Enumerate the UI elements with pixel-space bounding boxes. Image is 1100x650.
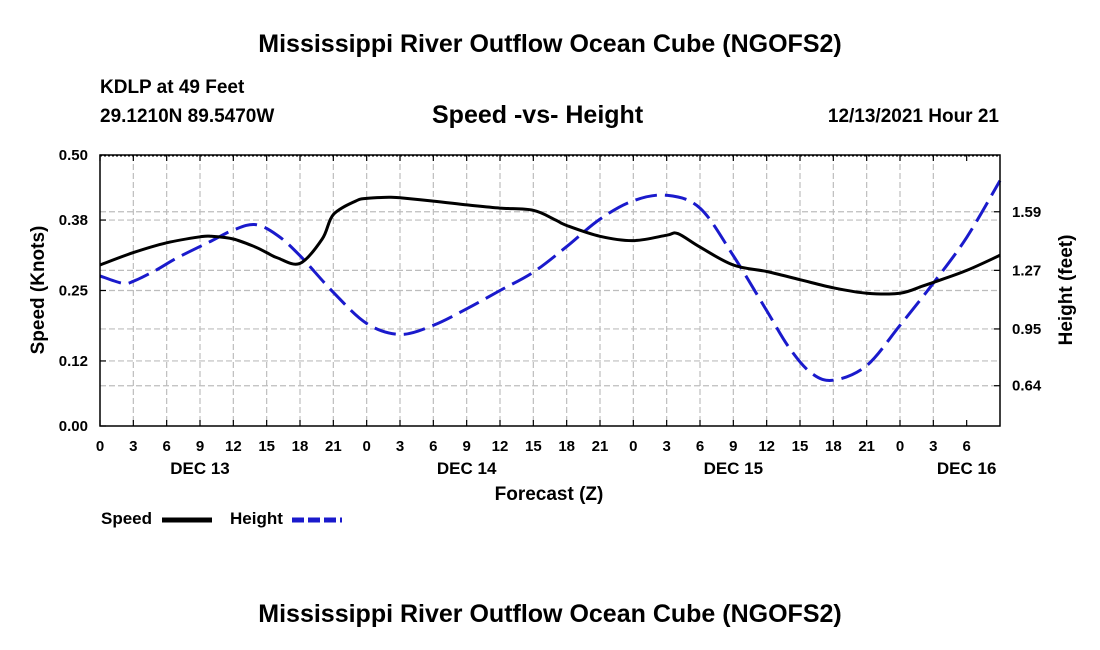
x-tick-label: 12 (492, 438, 509, 455)
x-tick-label: 6 (962, 438, 970, 455)
x-tick-label: 3 (396, 438, 404, 455)
y-axis-title: Speed (Knots) (28, 226, 49, 355)
x-tick-label: 0 (629, 438, 637, 455)
y2-axis-title: Height (feet) (1056, 235, 1077, 346)
page-title: Mississippi River Outflow Ocean Cube (NG… (258, 30, 842, 58)
legend-height-label: Height (230, 509, 283, 528)
x-tick-label: 15 (792, 438, 809, 455)
x-tick-label: 9 (462, 438, 470, 455)
x-tick-label: 18 (558, 438, 575, 455)
day-label: DEC 15 (704, 459, 764, 478)
y-tick-label: 0.12 (59, 353, 88, 370)
station-label: KDLP at 49 Feet (100, 77, 245, 98)
legend-speed-label: Speed (101, 509, 153, 528)
chart-subtitle: Speed -vs- Height (432, 101, 644, 129)
x-tick-label: 3 (662, 438, 670, 455)
x-tick-label: 21 (325, 438, 342, 455)
y-tick-label: 0.50 (59, 147, 88, 164)
x-tick-label: 6 (429, 438, 437, 455)
x-axis-title: Forecast (Z) (495, 484, 604, 505)
x-tick-label: 15 (258, 438, 275, 455)
height-series (99, 179, 1002, 382)
x-tick-label: 6 (162, 438, 170, 455)
y-tick-label: 0.00 (59, 418, 88, 435)
height-line (99, 179, 1002, 382)
x-tick-label: 6 (696, 438, 704, 455)
day-label: DEC 13 (170, 459, 230, 478)
x-tick-label: 9 (729, 438, 737, 455)
footer-title: Mississippi River Outflow Ocean Cube (NG… (258, 600, 842, 628)
forecast-datetime: 12/13/2021 Hour 21 (827, 106, 999, 127)
y-tick-label: 0.25 (59, 283, 88, 300)
y2-tick-label: 1.27 (1012, 262, 1041, 279)
coordinates-label: 29.1210N 89.5470W (100, 106, 275, 127)
x-tick-label: 0 (362, 438, 370, 455)
x-tick-label: 3 (129, 438, 137, 455)
x-tick-label: 3 (929, 438, 937, 455)
y2-tick-label: 0.64 (1012, 378, 1042, 395)
x-tick-label: 0 (96, 438, 104, 455)
x-tick-label: 0 (896, 438, 904, 455)
speed-series (99, 195, 1001, 296)
x-tick-label: 12 (225, 438, 242, 455)
y2-tick-label: 1.59 (1012, 204, 1041, 221)
axis-ticks (99, 154, 1000, 427)
grid (100, 155, 1000, 426)
axis-labels: 0 3 6 9 12 15 18 21 0 3 6 9 12 15 18 21 0 3 6 9 12 15 18 21 0 3 6 0… (59, 147, 1042, 478)
day-label: DEC 16 (937, 459, 997, 478)
x-tick-label: 12 (758, 438, 775, 455)
x-tick-label: 18 (825, 438, 842, 455)
y2-tick-label: 0.95 (1012, 321, 1041, 338)
speed-line (99, 195, 1001, 296)
x-tick-label: 9 (196, 438, 204, 455)
y-tick-label: 0.38 (59, 212, 88, 229)
x-tick-label: 18 (292, 438, 309, 455)
x-tick-label: 21 (858, 438, 875, 455)
x-tick-label: 15 (525, 438, 542, 455)
x-tick-label: 21 (592, 438, 609, 455)
day-label: DEC 14 (437, 459, 497, 478)
